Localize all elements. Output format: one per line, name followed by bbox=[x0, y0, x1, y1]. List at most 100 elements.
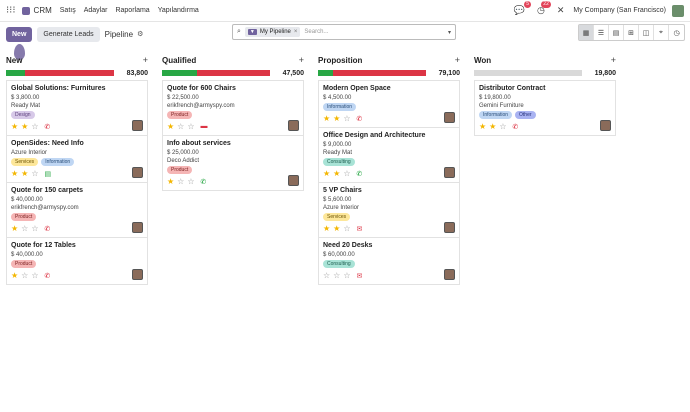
avatar[interactable] bbox=[132, 269, 143, 280]
column-progress-bar[interactable] bbox=[318, 70, 426, 76]
graph-view-icon[interactable]: ◫ bbox=[639, 25, 654, 40]
company-switcher[interactable]: My Company (San Francisco) bbox=[573, 7, 666, 14]
star-icon[interactable]: ★ bbox=[333, 114, 341, 123]
phone-icon[interactable]: ✆ bbox=[44, 272, 51, 280]
column-title[interactable]: Qualified bbox=[162, 55, 197, 65]
star-icon[interactable]: ☆ bbox=[499, 122, 507, 131]
star-icon[interactable]: ★ bbox=[11, 169, 19, 178]
column-title[interactable]: Won bbox=[474, 55, 492, 65]
avatar[interactable] bbox=[132, 222, 143, 233]
phone-icon[interactable]: ✆ bbox=[512, 123, 519, 131]
star-icon[interactable]: ☆ bbox=[343, 224, 351, 233]
phone-icon[interactable]: ✆ bbox=[356, 115, 363, 123]
menu-satis[interactable]: Satış bbox=[59, 7, 76, 14]
star-icon[interactable]: ★ bbox=[11, 271, 19, 280]
gear-icon[interactable]: ⚙ bbox=[137, 31, 144, 38]
star-icon[interactable]: ★ bbox=[167, 122, 175, 131]
star-icon[interactable]: ☆ bbox=[177, 177, 185, 186]
kanban-card[interactable]: Quote for 600 Chairs $ 22,500.00 erikfrenc… bbox=[163, 81, 303, 136]
star-icon[interactable]: ☆ bbox=[343, 169, 351, 178]
kanban-card[interactable]: Global Solutions: Furnitures $ 3,800.00 Re… bbox=[7, 81, 147, 136]
close-icon[interactable]: × bbox=[293, 29, 298, 35]
kanban-card[interactable]: Info about services $ 25,000.00 Deco Addic… bbox=[163, 136, 303, 190]
column-progress-bar[interactable] bbox=[6, 70, 114, 76]
avatar[interactable] bbox=[444, 167, 455, 178]
star-icon[interactable]: ☆ bbox=[31, 169, 39, 178]
menu-adaylar[interactable]: Adaylar bbox=[83, 7, 108, 14]
menu-yapilandirma[interactable]: Yapılandırma bbox=[157, 7, 199, 14]
star-icon[interactable]: ★ bbox=[333, 224, 341, 233]
phone-icon[interactable]: ✆ bbox=[200, 178, 207, 186]
kanban-card[interactable]: Modern Open Space $ 4,500.00 Information ★ ★… bbox=[319, 81, 459, 128]
star-icon[interactable]: ★ bbox=[11, 224, 19, 233]
star-icon[interactable]: ☆ bbox=[343, 114, 351, 123]
kanban-card[interactable]: Office Design and Architecture $ 9,000.00… bbox=[319, 128, 459, 183]
column-title[interactable]: Proposition bbox=[318, 55, 363, 65]
plus-icon[interactable]: + bbox=[142, 55, 148, 65]
chevron-down-icon[interactable]: ▾ bbox=[447, 29, 451, 36]
avatar[interactable] bbox=[132, 167, 143, 178]
star-icon[interactable]: ★ bbox=[21, 169, 29, 178]
column-progress-bar[interactable] bbox=[162, 70, 270, 76]
kanban-card[interactable]: 5 VP Chairs $ 5,600.00 Azure Interior Servi… bbox=[319, 183, 459, 238]
star-icon[interactable]: ☆ bbox=[177, 122, 185, 131]
kanban-card[interactable]: Need 20 Desks $ 60,000.00 Consulting ☆ ☆ ☆ ✉ bbox=[319, 238, 459, 284]
phone-icon[interactable]: ✆ bbox=[44, 123, 51, 131]
star-icon[interactable]: ☆ bbox=[31, 271, 39, 280]
star-icon[interactable]: ★ bbox=[323, 114, 331, 123]
star-icon[interactable]: ☆ bbox=[187, 177, 195, 186]
avatar[interactable] bbox=[444, 269, 455, 280]
new-button[interactable]: New bbox=[6, 26, 33, 42]
search-input[interactable]: Search... bbox=[304, 29, 329, 35]
star-icon[interactable]: ☆ bbox=[343, 271, 351, 280]
kanban-card[interactable]: OpenSides: Need Info Azure Interior Servic… bbox=[7, 136, 147, 183]
generate-leads-button[interactable]: Generate Leads bbox=[37, 26, 100, 42]
chat-icon[interactable]: 💬 5 bbox=[513, 1, 531, 15]
star-icon[interactable]: ☆ bbox=[333, 271, 341, 280]
plus-icon[interactable]: + bbox=[454, 55, 460, 65]
kanban-view-icon[interactable]: ▦ bbox=[579, 25, 594, 40]
star-icon[interactable]: ★ bbox=[323, 224, 331, 233]
activity-view-icon[interactable]: ◷ bbox=[673, 29, 680, 37]
user-avatar[interactable] bbox=[672, 4, 684, 17]
tools-icon[interactable]: ✕ bbox=[556, 5, 565, 15]
mail-icon[interactable]: ✉ bbox=[356, 272, 363, 280]
column-title[interactable]: New bbox=[6, 55, 23, 65]
star-icon[interactable]: ★ bbox=[489, 122, 497, 131]
plus-icon[interactable]: + bbox=[298, 55, 304, 65]
doc-icon[interactable]: ▤ bbox=[44, 170, 52, 178]
kanban-card[interactable]: Quote for 150 carpets $ 40,000.00 erikfren… bbox=[7, 183, 147, 238]
star-icon[interactable]: ★ bbox=[323, 169, 331, 178]
star-icon[interactable]: ☆ bbox=[323, 271, 331, 280]
grid-icon[interactable]: ⁝⁝⁝ bbox=[6, 5, 16, 16]
avatar[interactable] bbox=[600, 120, 611, 131]
kanban-card[interactable]: Distributor Contract $ 19,800.00 Gemini Fu… bbox=[475, 81, 615, 135]
star-icon[interactable]: ☆ bbox=[21, 224, 29, 233]
star-icon[interactable]: ★ bbox=[479, 122, 487, 131]
avatar[interactable] bbox=[288, 120, 299, 131]
mail-icon[interactable]: ✉ bbox=[356, 225, 363, 233]
phone-icon[interactable]: ✆ bbox=[44, 225, 51, 233]
avatar[interactable] bbox=[444, 222, 455, 233]
star-icon[interactable]: ☆ bbox=[31, 122, 39, 131]
clock-icon[interactable]: ◷ 22 bbox=[537, 1, 551, 15]
plus-icon[interactable]: + bbox=[610, 55, 616, 65]
menu-raporlama[interactable]: Raporlama bbox=[115, 7, 150, 14]
avatar[interactable] bbox=[444, 112, 455, 123]
calendar-view-icon[interactable]: ▤ bbox=[609, 25, 624, 40]
search-facet[interactable]: ▼ My Pipeline × bbox=[244, 27, 301, 37]
app-name[interactable]: CRM bbox=[33, 6, 52, 15]
map-view-icon[interactable]: ⌖ bbox=[654, 25, 669, 40]
column-progress-bar[interactable] bbox=[474, 70, 582, 76]
avatar[interactable] bbox=[288, 175, 299, 186]
star-icon[interactable]: ★ bbox=[11, 122, 19, 131]
avatar[interactable] bbox=[132, 120, 143, 131]
star-icon[interactable]: ☆ bbox=[187, 122, 195, 131]
pivot-view-icon[interactable]: ⊞ bbox=[624, 25, 639, 40]
kanban-card[interactable]: Quote for 12 Tables $ 40,000.00 Product ★ ☆ ☆… bbox=[7, 238, 147, 284]
star-icon[interactable]: ☆ bbox=[21, 271, 29, 280]
phone-icon[interactable]: ✆ bbox=[356, 170, 363, 178]
star-icon[interactable]: ★ bbox=[333, 169, 341, 178]
star-icon[interactable]: ☆ bbox=[31, 224, 39, 233]
list-view-icon[interactable]: ☰ bbox=[594, 25, 609, 40]
